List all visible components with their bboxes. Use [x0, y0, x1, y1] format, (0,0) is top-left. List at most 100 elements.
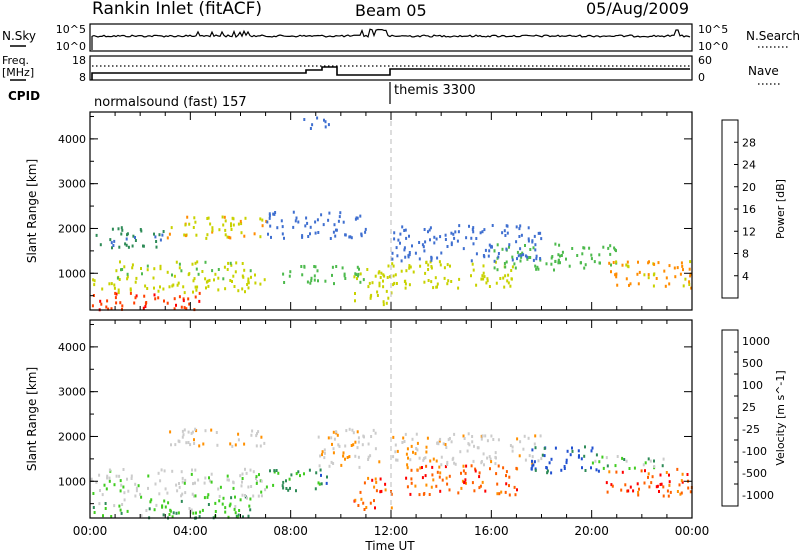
- velocity-cell: [265, 485, 268, 489]
- velocity-cell: [436, 470, 439, 474]
- power-cell: [435, 285, 438, 289]
- power-cell: [458, 277, 461, 281]
- power-cell: [435, 237, 438, 241]
- power-cell: [557, 261, 560, 265]
- power-cell: [310, 276, 313, 280]
- velocity-cell: [120, 483, 123, 487]
- power-cell: [188, 302, 191, 306]
- velocity-cell: [290, 473, 293, 477]
- velocity-cell: [348, 455, 351, 459]
- velocity-cell: [168, 513, 171, 516]
- velocity-cell: [297, 470, 300, 474]
- power-cell: [134, 236, 136, 239]
- velocity-cell: [495, 472, 498, 476]
- power-cell: [139, 228, 142, 231]
- velocity-cell: [375, 489, 378, 493]
- velocity-cell: [502, 466, 505, 470]
- power-cell: [532, 246, 535, 250]
- power-cell: [520, 255, 523, 259]
- power-cell: [356, 216, 359, 220]
- power-cell: [263, 278, 266, 282]
- power-cell: [187, 297, 190, 301]
- velocity-cell: [234, 495, 236, 499]
- time-tick-label: 16:00: [474, 524, 509, 538]
- power-cell: [382, 285, 385, 289]
- power-cell: [379, 276, 382, 279]
- power-cell: [301, 234, 304, 238]
- velocity-cell: [462, 464, 465, 468]
- velocity-cell: [448, 488, 451, 492]
- velocity-cell: [198, 444, 201, 448]
- power-cell: [506, 231, 509, 235]
- power-cell: [123, 265, 126, 269]
- power-cell: [133, 301, 136, 305]
- power-cell: [450, 243, 453, 247]
- power-cell: [173, 307, 176, 311]
- velocity-cell: [406, 466, 409, 470]
- power-cell: [491, 224, 494, 227]
- power-cell: [506, 279, 509, 283]
- velocity-cell: [163, 499, 166, 503]
- velocity-cell: [539, 434, 542, 438]
- velocity-cell: [204, 476, 207, 480]
- power-cell: [388, 275, 391, 279]
- velocity-cell: [228, 504, 231, 508]
- velocity-cell: [181, 476, 184, 480]
- velocity-cell: [486, 456, 489, 460]
- power-cell: [430, 266, 433, 270]
- power-cell: [272, 212, 275, 216]
- power-cell: [224, 233, 227, 237]
- power-cell: [195, 267, 198, 271]
- power-cell: [141, 272, 143, 276]
- power-cell: [450, 241, 453, 245]
- power-ylabel: Slant Range [km]: [25, 159, 39, 263]
- velocity-cell: [632, 489, 635, 493]
- velocity-cell: [93, 511, 96, 514]
- velocity-cell: [323, 451, 326, 455]
- power-cell: [195, 233, 198, 237]
- velocity-cell: [250, 485, 253, 488]
- velocity-cell: [90, 477, 93, 481]
- velocity-cell: [356, 446, 359, 450]
- power-cell: [487, 254, 490, 258]
- velocity-cell: [374, 477, 377, 481]
- power-cell: [636, 272, 639, 276]
- velocity-cell: [177, 511, 180, 515]
- velocity-cell: [412, 450, 414, 454]
- velocity-cell: [252, 494, 255, 498]
- velocity-cell: [222, 496, 225, 500]
- velocity-cell: [95, 480, 98, 484]
- velocity-cell: [466, 449, 469, 453]
- power-cell: [244, 290, 246, 294]
- velocity-cell: [476, 446, 479, 450]
- velocity-cell: [105, 487, 108, 491]
- time-tick-label: 20:00: [574, 524, 609, 538]
- velocity-cell: [110, 515, 113, 518]
- velocity-cell: [409, 458, 412, 462]
- power-cell: [674, 275, 677, 279]
- power-cell: [559, 254, 561, 258]
- power-cell: [170, 226, 173, 230]
- power-cell: [522, 253, 525, 257]
- velocity-cell: [352, 431, 355, 435]
- velocity-cell: [442, 442, 445, 446]
- velocity-cell: [624, 483, 627, 487]
- power-cell: [153, 286, 155, 290]
- velocity-cell: [665, 471, 668, 474]
- power-cell: [124, 242, 127, 246]
- power-cell: [528, 256, 531, 259]
- velocity-cell: [519, 440, 522, 444]
- power-cell: [224, 219, 227, 223]
- velocity-cell: [104, 502, 107, 505]
- velocity-cell: [257, 430, 260, 434]
- velocity-cell: [101, 493, 104, 497]
- velocity-cell: [511, 445, 514, 449]
- velocity-cell: [454, 462, 457, 466]
- velocity-cell: [571, 449, 574, 453]
- power-cell: [376, 290, 379, 294]
- power-cell: [222, 223, 225, 227]
- velocity-cell: [504, 490, 507, 494]
- power-cell: [343, 274, 346, 278]
- power-cell: [158, 233, 161, 237]
- velocity-cell: [198, 515, 201, 519]
